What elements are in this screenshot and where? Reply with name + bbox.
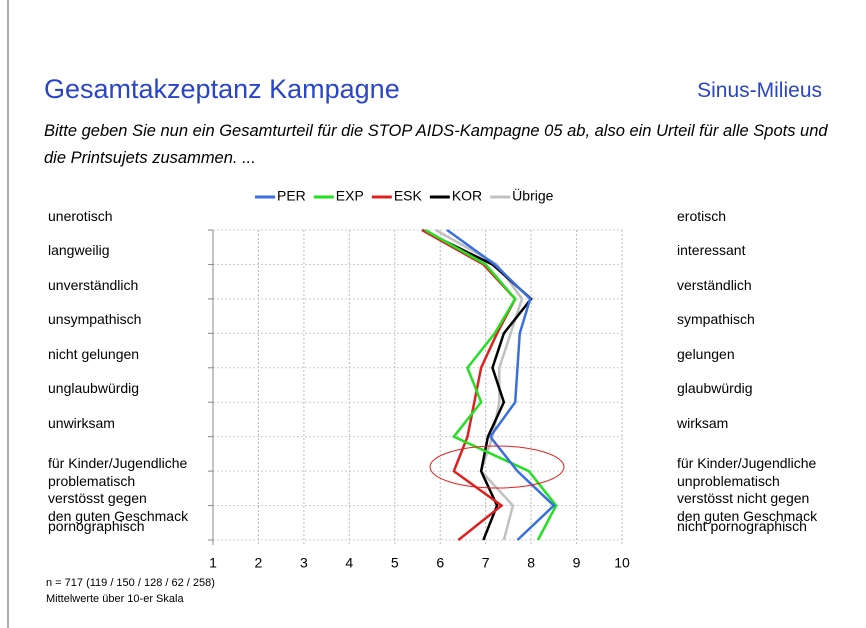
right-label: wirksam bbox=[677, 414, 729, 431]
legend-label: ESK bbox=[394, 188, 423, 204]
series-line bbox=[446, 228, 556, 541]
legend-label: PER bbox=[277, 188, 306, 204]
right-label: für Kinder/Jugendliche unproblematisch bbox=[677, 455, 817, 490]
x-tick-label: 9 bbox=[573, 555, 581, 571]
x-tick-label: 7 bbox=[482, 555, 490, 571]
left-label: unglaubwürdig bbox=[48, 380, 140, 397]
footnote: Mittelwerte über 10-er Skala bbox=[46, 593, 184, 605]
x-tick-label: 4 bbox=[345, 555, 353, 571]
question: Bitte geben Sie nun ein Gesamturteil für… bbox=[44, 122, 828, 167]
x-tick-label: 2 bbox=[255, 555, 263, 571]
x-tick-label: 1 bbox=[209, 555, 217, 571]
highlight-ellipse bbox=[429, 445, 565, 489]
right-label: glaubwürdig bbox=[677, 380, 753, 397]
legend-label: KOR bbox=[452, 188, 482, 204]
left-label: für Kinder/Jugendliche problematisch bbox=[48, 455, 188, 490]
x-tick-label: 3 bbox=[300, 555, 308, 571]
plot: 1 2 3 4 5 6 7 8 9 10 PER EXP ESK KOR Übrige bbox=[208, 187, 630, 571]
x-tick-label: 8 bbox=[527, 555, 535, 571]
right-label: gelungen bbox=[677, 345, 735, 362]
right-label: sympathisch bbox=[677, 311, 755, 328]
chart-title: Gesamtakzeptanz Kampagne bbox=[44, 74, 400, 104]
left-label: pornographisch bbox=[48, 518, 145, 534]
right-label: interessant bbox=[677, 242, 746, 259]
left-label: unsympathisch bbox=[48, 311, 142, 328]
left-label: nicht gelungen bbox=[48, 345, 140, 362]
right-label: nicht pornographisch bbox=[677, 518, 807, 534]
right-label: erotisch bbox=[677, 208, 727, 224]
legend-label: Übrige bbox=[512, 187, 553, 204]
legend-label: EXP bbox=[336, 188, 364, 204]
left-label: verstösst gegen den guten Geschmack bbox=[48, 489, 189, 524]
footnote: n = 717 (119 / 150 / 128 / 62 / 258) bbox=[46, 577, 215, 589]
left-label: unverständlich bbox=[48, 276, 139, 293]
chart-subtitle: Sinus-Milieus bbox=[697, 79, 822, 102]
left-label: langweilig bbox=[48, 242, 110, 259]
left-label: unwirksam bbox=[48, 414, 115, 431]
right-label: verstösst nicht gegen den guten Geschmac… bbox=[677, 489, 818, 524]
left-label: unerotisch bbox=[48, 208, 113, 224]
x-tick-label: 6 bbox=[436, 555, 444, 571]
x-tick-label: 5 bbox=[391, 555, 399, 571]
series-line bbox=[424, 228, 558, 541]
x-tick-label: 10 bbox=[614, 555, 630, 571]
right-label: verständlich bbox=[677, 276, 752, 293]
